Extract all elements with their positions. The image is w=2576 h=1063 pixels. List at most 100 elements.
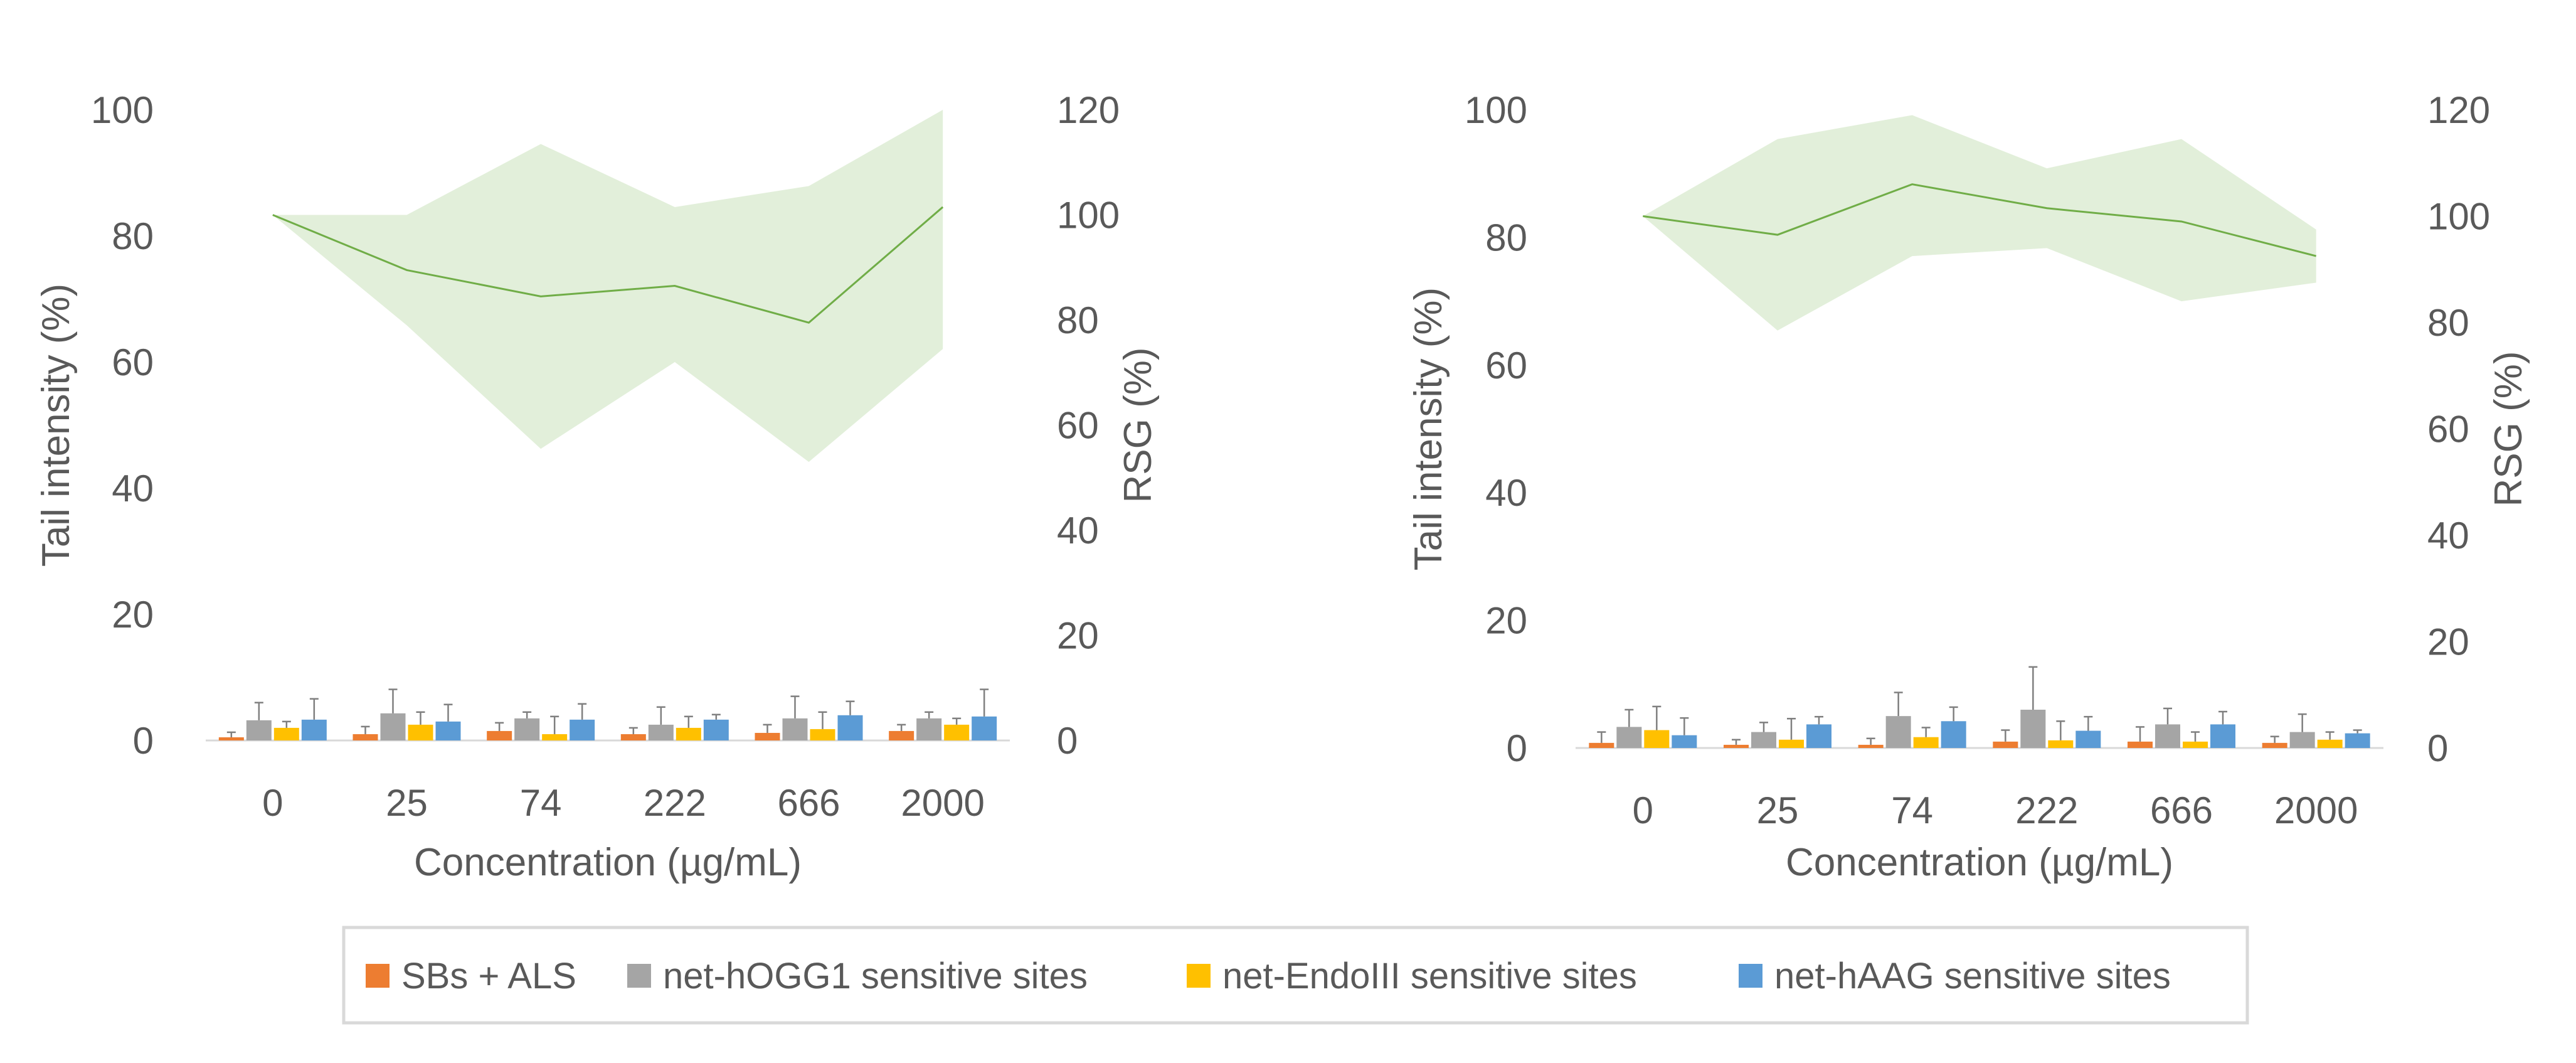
bar-net-hogg1-sensitive-sites-25 — [1751, 732, 1776, 748]
bar-sbs-als-25 — [1724, 744, 1749, 748]
y-tick-label: 100 — [91, 89, 154, 131]
bar-net-haag-sensitive-sites-222 — [703, 719, 729, 740]
y2-tick-label: 100 — [1057, 195, 1120, 237]
bar-sbs-als-0 — [218, 737, 244, 740]
bar-net-endoiii-sensitive-sites-25 — [408, 724, 433, 740]
x-tick-label: 222 — [2015, 789, 2078, 831]
y-tick-label: 40 — [1485, 472, 1527, 514]
bar-sbs-als-74 — [1858, 744, 1884, 748]
bar-net-haag-sensitive-sites-2000 — [2345, 733, 2370, 748]
bar-net-endoiii-sensitive-sites-666 — [810, 729, 835, 740]
y-axis-title: Tail intensity (%) — [34, 284, 78, 567]
bar-net-endoiii-sensitive-sites-0 — [273, 727, 299, 740]
rsg-range-band — [272, 110, 943, 462]
bar-sbs-als-222 — [620, 734, 646, 740]
bar-net-haag-sensitive-sites-74 — [1941, 721, 1966, 748]
bar-net-hogg1-sensitive-sites-222 — [2020, 709, 2046, 748]
bar-sbs-als-2000 — [2262, 742, 2287, 748]
bar-sbs-als-666 — [2128, 741, 2153, 748]
rsg-mean-line — [1643, 183, 2317, 257]
x-tick-label: 74 — [1891, 789, 1933, 831]
y-tick-label: 0 — [1507, 727, 1527, 769]
y2-axis-title: RSG (%) — [1116, 348, 1160, 503]
bar-net-hogg1-sensitive-sites-0 — [1616, 727, 1642, 748]
y2-tick-label: 20 — [1057, 615, 1099, 657]
x-tick-label: 25 — [1757, 789, 1799, 831]
legend-label: net-EndoIII sensitive sites — [1222, 956, 1637, 996]
x-tick-label: 2000 — [901, 782, 984, 824]
y2-tick-label: 0 — [2427, 727, 2448, 769]
y-tick-label: 20 — [112, 594, 154, 636]
x-tick-label: 2000 — [2274, 789, 2358, 831]
y2-tick-label: 40 — [1057, 510, 1099, 552]
bar-net-endoiii-sensitive-sites-25 — [1779, 739, 1804, 748]
bar-net-haag-sensitive-sites-666 — [2210, 724, 2235, 748]
y-tick-label: 100 — [1465, 89, 1527, 131]
bar-net-endoiii-sensitive-sites-222 — [676, 727, 701, 740]
y2-tick-label: 80 — [2427, 302, 2469, 344]
x-tick-label: 222 — [644, 782, 706, 824]
y2-tick-label: 120 — [2427, 89, 2490, 131]
y-tick-label: 40 — [112, 467, 154, 510]
bar-net-endoiii-sensitive-sites-74 — [1913, 737, 1939, 748]
bar-net-hogg1-sensitive-sites-74 — [1885, 716, 1911, 748]
bar-net-haag-sensitive-sites-0 — [301, 719, 327, 740]
rsg-mean-line — [272, 206, 944, 324]
legend-swatch — [1739, 964, 1762, 988]
x-tick-label: 0 — [262, 782, 283, 824]
y2-tick-label: 60 — [2427, 409, 2469, 451]
x-axis-title: Concentration (µg/mL) — [1786, 841, 2173, 884]
y2-tick-label: 100 — [2427, 196, 2490, 238]
bar-net-haag-sensitive-sites-74 — [570, 719, 595, 740]
y-tick-label: 60 — [112, 341, 154, 383]
y-tick-label: 60 — [1485, 345, 1527, 387]
y-tick-label: 0 — [133, 720, 154, 762]
y-tick-label: 80 — [112, 215, 154, 257]
legend-swatch — [1187, 964, 1211, 988]
legend-box — [342, 926, 2249, 1025]
bar-net-hogg1-sensitive-sites-0 — [246, 720, 272, 740]
legend: SBs + ALS net-hOGG1 sensitive sites net-En… — [342, 926, 2249, 1025]
chart-panel-2: 0 20 40 60 80 100 0 20 40 60 80 100 120 0 25 74 222 666 20… — [1407, 89, 2530, 884]
bar-sbs-als-74 — [487, 730, 512, 740]
bar-net-hogg1-sensitive-sites-222 — [648, 724, 674, 740]
chart-panel-1: 0 20 40 60 80 100 0 20 40 60 80 100 120 0 25 74 222 666 20… — [34, 89, 1160, 884]
x-tick-label: 74 — [520, 782, 562, 824]
bar-sbs-als-222 — [1993, 741, 2018, 748]
bar-net-endoiii-sensitive-sites-2000 — [2317, 739, 2343, 748]
rsg-range-band — [1643, 115, 2316, 331]
x-axis-title: Concentration (µg/mL) — [414, 841, 802, 884]
x-tick-label: 25 — [386, 782, 428, 824]
bar-net-haag-sensitive-sites-0 — [1672, 735, 1697, 748]
y2-tick-label: 0 — [1057, 720, 1078, 762]
legend-label: net-hAAG sensitive sites — [1774, 956, 2171, 996]
y2-tick-label: 120 — [1057, 89, 1120, 131]
legend-swatch — [627, 964, 651, 988]
x-tick-label: 0 — [1633, 789, 1653, 831]
bar-net-haag-sensitive-sites-2000 — [972, 716, 997, 740]
x-tick-label: 666 — [2150, 789, 2213, 831]
bar-sbs-als-0 — [1589, 742, 1614, 748]
bar-net-hogg1-sensitive-sites-74 — [514, 718, 540, 740]
y2-tick-label: 20 — [2427, 621, 2469, 663]
y2-tick-label: 80 — [1057, 299, 1099, 341]
bar-net-endoiii-sensitive-sites-666 — [2183, 741, 2208, 748]
legend-swatch — [366, 964, 390, 988]
y-tick-label: 80 — [1485, 216, 1527, 259]
bar-net-hogg1-sensitive-sites-2000 — [2289, 732, 2315, 748]
bar-sbs-als-2000 — [889, 730, 914, 740]
bar-net-haag-sensitive-sites-25 — [435, 721, 461, 740]
bar-net-hogg1-sensitive-sites-666 — [2155, 724, 2180, 748]
bar-net-endoiii-sensitive-sites-222 — [2048, 740, 2074, 748]
legend-label: net-hOGG1 sensitive sites — [663, 956, 1088, 996]
bar-net-hogg1-sensitive-sites-666 — [782, 718, 808, 740]
y2-axis-title: RSG (%) — [2487, 351, 2530, 507]
y2-tick-label: 60 — [1057, 405, 1099, 447]
bar-sbs-als-25 — [352, 734, 378, 740]
bar-net-endoiii-sensitive-sites-0 — [1644, 730, 1670, 748]
bar-net-haag-sensitive-sites-666 — [837, 715, 863, 740]
bar-net-hogg1-sensitive-sites-25 — [380, 713, 406, 740]
bar-net-endoiii-sensitive-sites-2000 — [944, 724, 970, 740]
bar-net-hogg1-sensitive-sites-2000 — [916, 718, 942, 740]
y-axis-title: Tail intensity (%) — [1407, 287, 1450, 570]
